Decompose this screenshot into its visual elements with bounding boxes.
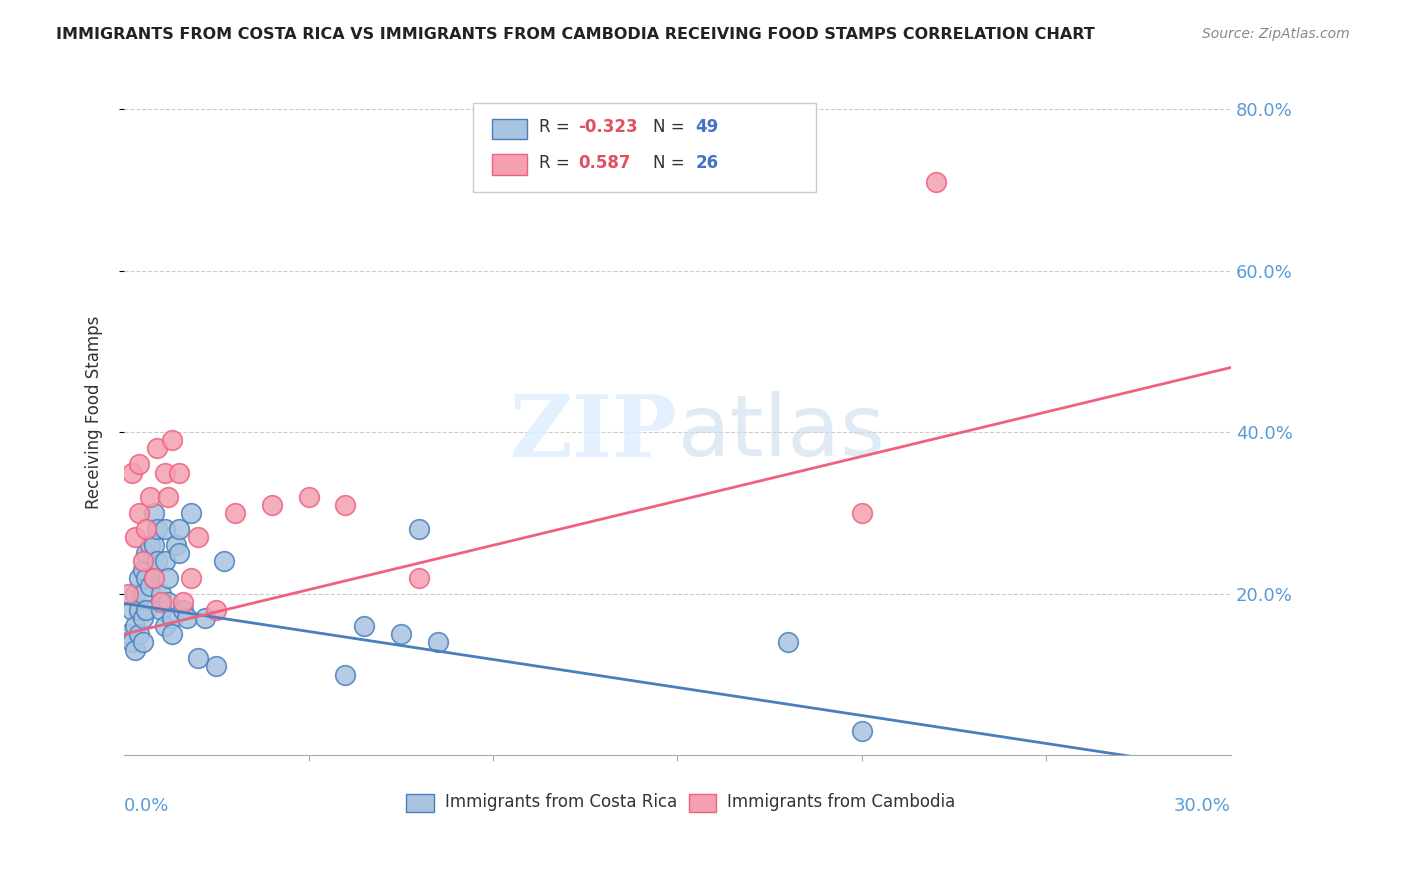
Point xyxy=(150,587,173,601)
Point xyxy=(408,522,430,536)
Point xyxy=(157,571,180,585)
Text: IMMIGRANTS FROM COSTA RICA VS IMMIGRANTS FROM CAMBODIA RECEIVING FOOD STAMPS COR: IMMIGRANTS FROM COSTA RICA VS IMMIGRANTS… xyxy=(56,27,1095,42)
Point xyxy=(139,490,162,504)
Point xyxy=(389,627,412,641)
Point xyxy=(146,554,169,568)
Text: Immigrants from Cambodia: Immigrants from Cambodia xyxy=(727,793,956,811)
Point xyxy=(128,506,150,520)
Text: N =: N = xyxy=(654,118,690,136)
Point xyxy=(150,595,173,609)
Point xyxy=(169,522,191,536)
Point xyxy=(153,554,176,568)
Point xyxy=(224,506,246,520)
Point xyxy=(124,643,146,657)
Point xyxy=(131,611,153,625)
Point xyxy=(851,724,873,739)
Point xyxy=(160,611,183,625)
Point xyxy=(212,554,235,568)
Text: atlas: atlas xyxy=(678,391,886,474)
Text: 30.0%: 30.0% xyxy=(1174,797,1230,814)
Point xyxy=(117,587,139,601)
Bar xyxy=(492,119,527,139)
Point xyxy=(139,579,162,593)
Point xyxy=(426,635,449,649)
Point xyxy=(205,659,228,673)
Point xyxy=(153,466,176,480)
FancyBboxPatch shape xyxy=(472,103,815,192)
Point xyxy=(335,667,357,681)
Point xyxy=(131,635,153,649)
Point xyxy=(150,603,173,617)
Text: 0.587: 0.587 xyxy=(578,153,630,171)
Point xyxy=(353,619,375,633)
Point xyxy=(124,587,146,601)
Point xyxy=(153,522,176,536)
Point xyxy=(121,635,143,649)
Point xyxy=(128,627,150,641)
Point xyxy=(297,490,319,504)
Point xyxy=(187,530,209,544)
Point xyxy=(335,498,357,512)
Point xyxy=(851,506,873,520)
Point xyxy=(117,627,139,641)
Point xyxy=(157,490,180,504)
Point xyxy=(169,546,191,560)
Bar xyxy=(689,795,716,812)
Point xyxy=(180,571,202,585)
Bar xyxy=(406,795,434,812)
Text: -0.323: -0.323 xyxy=(578,118,637,136)
Point xyxy=(187,651,209,665)
Text: 26: 26 xyxy=(695,153,718,171)
Text: Immigrants from Costa Rica: Immigrants from Costa Rica xyxy=(446,793,678,811)
Point xyxy=(160,434,183,448)
Point xyxy=(124,530,146,544)
Point xyxy=(142,571,165,585)
Point xyxy=(169,466,191,480)
Point xyxy=(205,603,228,617)
Point xyxy=(153,619,176,633)
Text: R =: R = xyxy=(538,153,581,171)
Point xyxy=(135,571,157,585)
Point xyxy=(260,498,283,512)
Point xyxy=(139,538,162,552)
Point xyxy=(408,571,430,585)
Y-axis label: Receiving Food Stamps: Receiving Food Stamps xyxy=(86,315,103,508)
Text: 0.0%: 0.0% xyxy=(124,797,170,814)
Text: ZIP: ZIP xyxy=(510,391,678,475)
Point xyxy=(131,587,153,601)
Point xyxy=(135,603,157,617)
Point xyxy=(135,546,157,560)
Bar xyxy=(492,154,527,175)
Point xyxy=(142,538,165,552)
Point xyxy=(131,554,153,568)
Point xyxy=(128,458,150,472)
Text: Source: ZipAtlas.com: Source: ZipAtlas.com xyxy=(1202,27,1350,41)
Text: N =: N = xyxy=(654,153,690,171)
Point xyxy=(128,603,150,617)
Text: 49: 49 xyxy=(695,118,718,136)
Point xyxy=(128,571,150,585)
Point xyxy=(194,611,217,625)
Point xyxy=(176,611,198,625)
Point xyxy=(925,175,948,189)
Point xyxy=(165,538,187,552)
Point xyxy=(121,466,143,480)
Point xyxy=(142,571,165,585)
Point xyxy=(778,635,800,649)
Point xyxy=(124,619,146,633)
Text: R =: R = xyxy=(538,118,575,136)
Point xyxy=(121,603,143,617)
Point xyxy=(157,595,180,609)
Point xyxy=(146,522,169,536)
Point xyxy=(160,627,183,641)
Point xyxy=(135,522,157,536)
Point xyxy=(146,442,169,456)
Point xyxy=(172,603,194,617)
Point xyxy=(131,562,153,576)
Point xyxy=(142,506,165,520)
Point xyxy=(180,506,202,520)
Point xyxy=(172,595,194,609)
